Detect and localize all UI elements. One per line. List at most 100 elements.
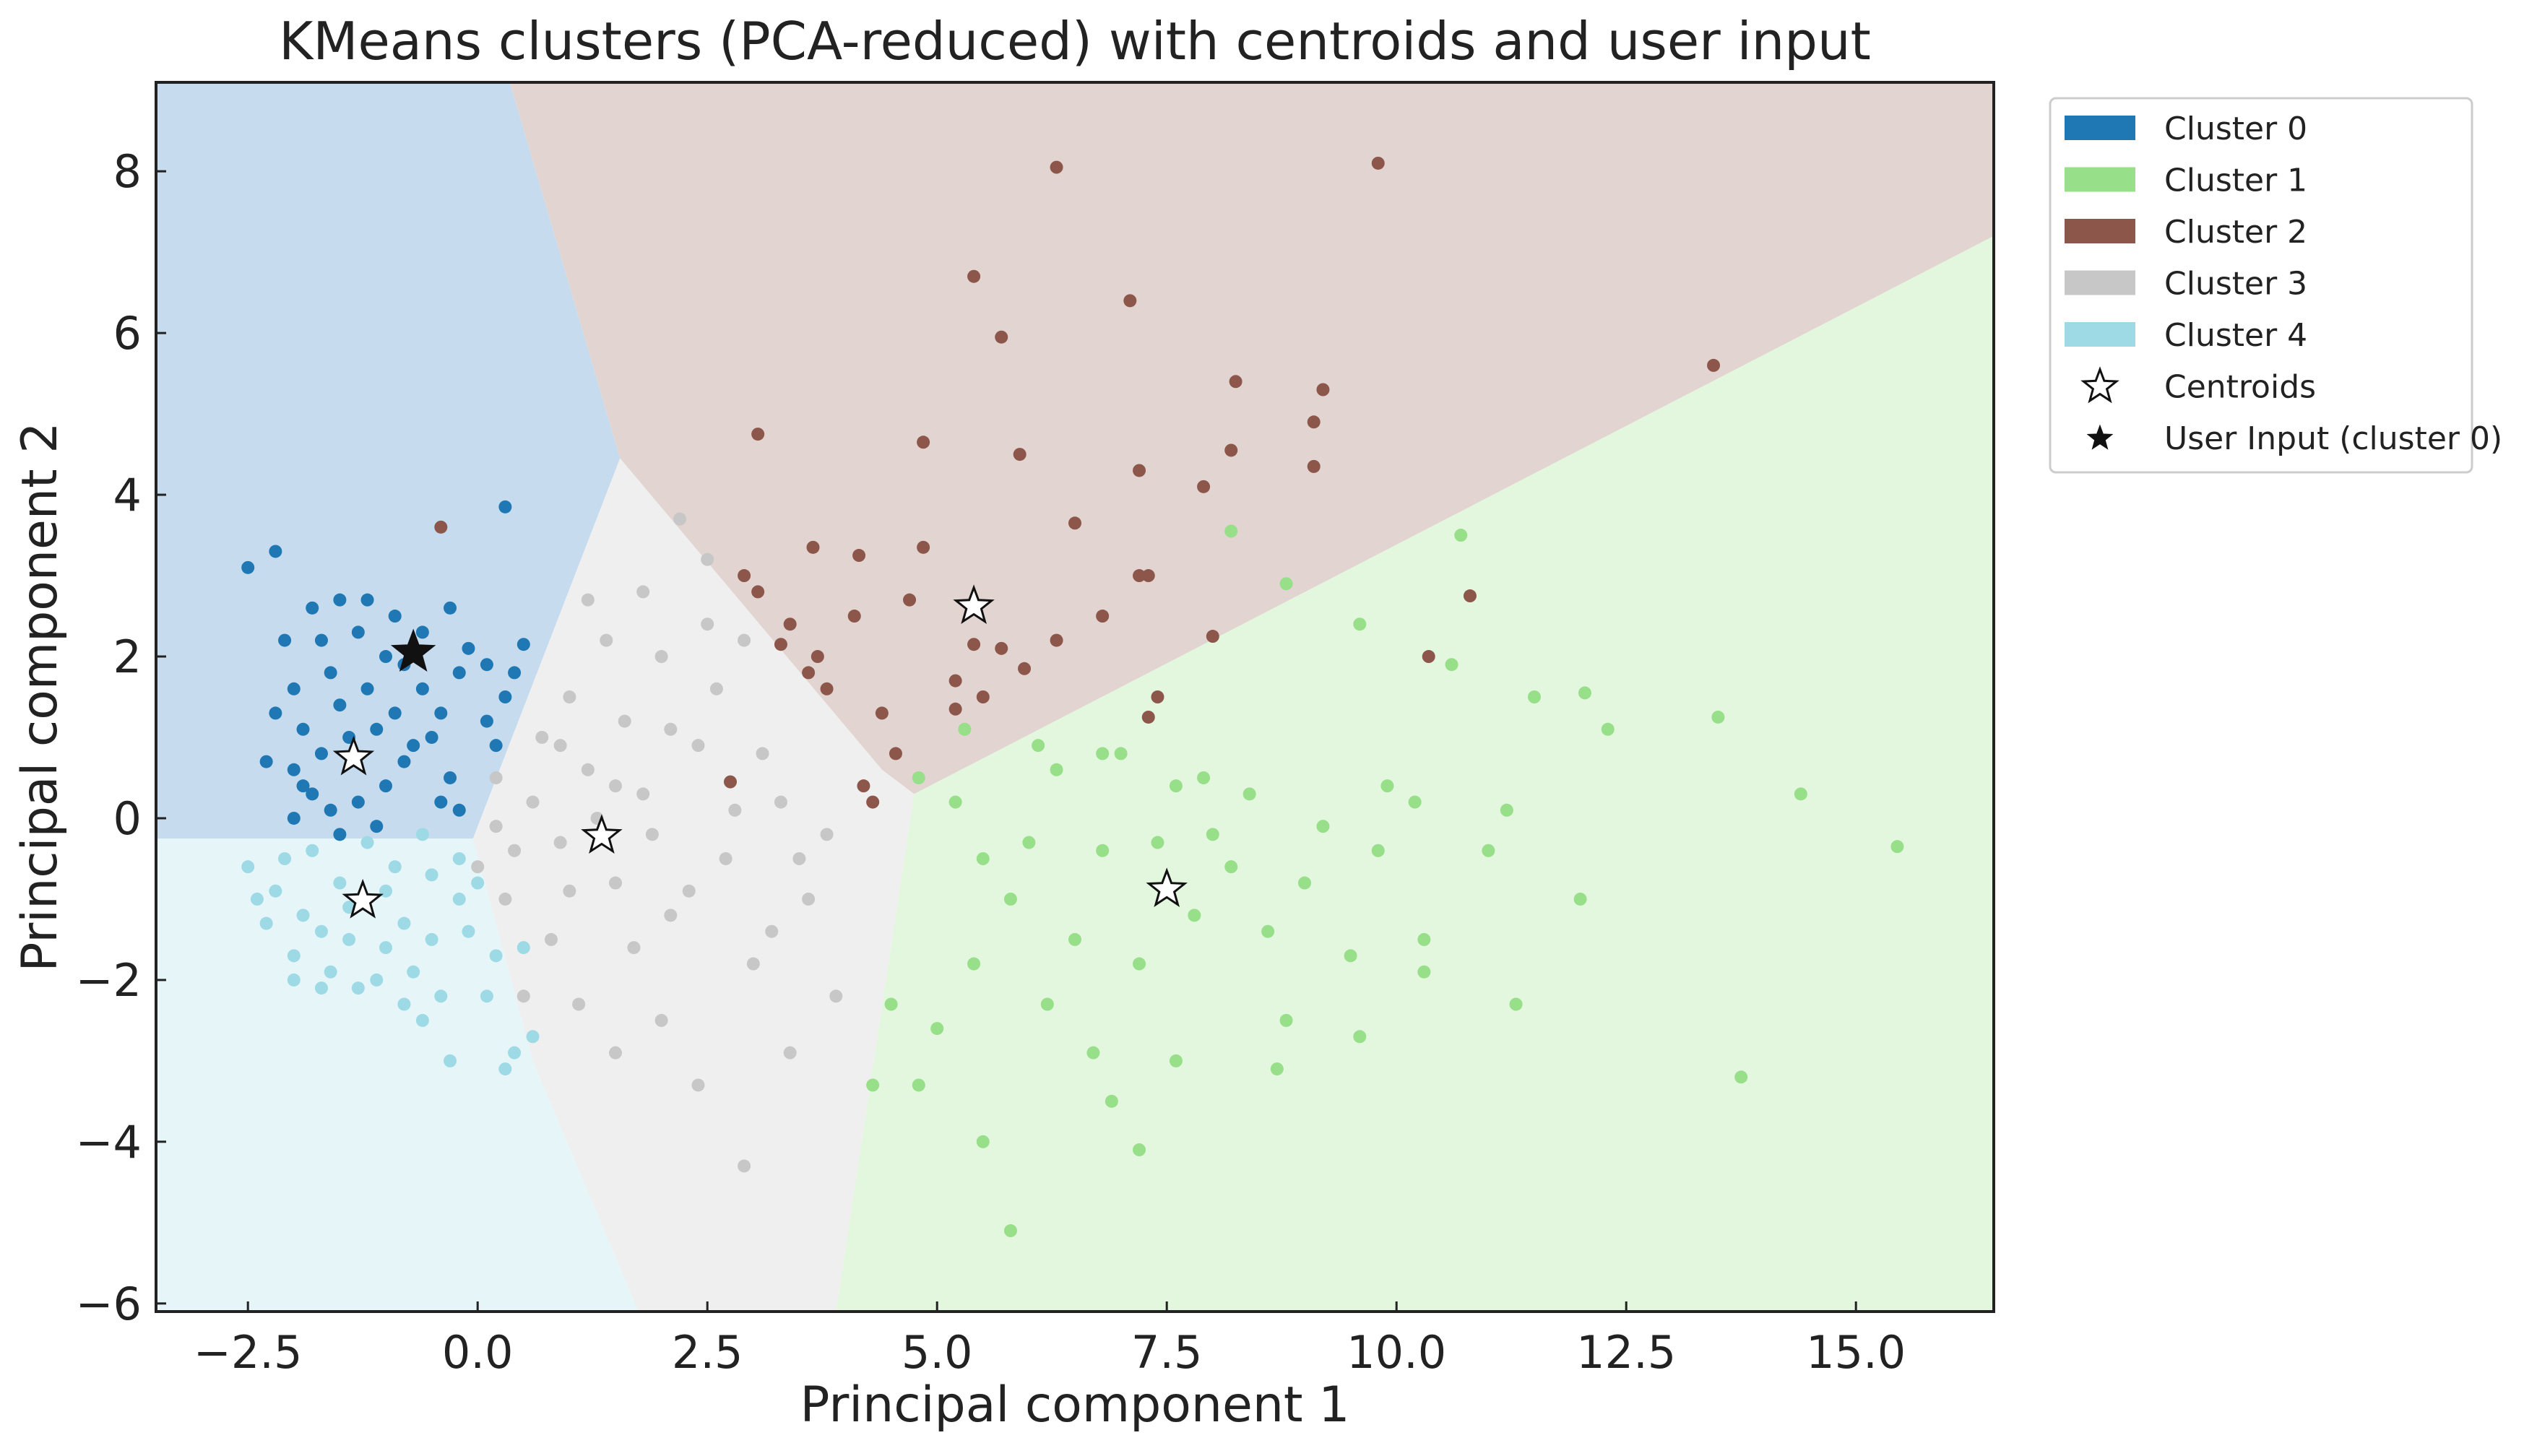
y-axis-ticks: −6 −4 −2 0 2 4 6 8	[76, 145, 166, 1330]
point-cluster-0-14	[452, 666, 466, 680]
y-tick-label: 8	[113, 145, 142, 198]
point-cluster-4-2	[287, 949, 301, 963]
point-cluster-2-47	[434, 520, 448, 534]
point-cluster-4-19	[415, 828, 429, 841]
point-cluster-2-8	[1133, 464, 1146, 477]
point-cluster-4-24	[379, 941, 392, 955]
point-cluster-0-21	[351, 795, 365, 809]
point-cluster-4-30	[489, 949, 503, 963]
point-cluster-0-44	[324, 666, 337, 680]
point-cluster-3-3	[581, 763, 595, 776]
point-cluster-3-34	[535, 730, 549, 744]
legend-label-6: User Input (cluster 0)	[2164, 420, 2502, 457]
point-cluster-1-27	[1601, 722, 1615, 736]
point-cluster-2-41	[917, 540, 930, 554]
point-cluster-1-40	[1003, 1224, 1017, 1238]
point-cluster-1-52	[1578, 686, 1591, 700]
point-cluster-2-20	[1463, 589, 1477, 603]
point-cluster-2-43	[847, 610, 861, 623]
point-cluster-2-36	[774, 638, 787, 651]
point-cluster-0-11	[480, 658, 493, 672]
user-input-marker	[390, 628, 436, 672]
point-cluster-1-31	[1734, 1070, 1748, 1084]
legend-label-2: Cluster 2	[2164, 214, 2307, 251]
scatter-points	[241, 156, 1904, 1238]
point-cluster-0-32	[407, 739, 420, 753]
point-cluster-1-5	[1050, 763, 1063, 776]
plot-frame	[155, 81, 1995, 1313]
point-cluster-1-24	[1500, 803, 1513, 817]
y-tick-label: −4	[76, 1116, 142, 1169]
point-cluster-2-49	[1050, 633, 1063, 647]
point-cluster-4-7	[425, 868, 438, 882]
point-cluster-3-15	[636, 585, 650, 599]
point-cluster-2-31	[889, 747, 902, 760]
point-cluster-0-35	[287, 811, 301, 825]
x-tick-label: 15.0	[1806, 1326, 1906, 1379]
point-cluster-1-8	[1114, 747, 1128, 760]
point-cluster-3-12	[829, 989, 843, 1003]
point-cluster-1-32	[1509, 997, 1523, 1011]
point-cluster-2-42	[903, 593, 917, 607]
point-cluster-3-32	[756, 747, 769, 760]
point-cluster-2-33	[820, 682, 834, 696]
point-cluster-1-13	[1206, 828, 1219, 841]
point-cluster-1-4	[1022, 836, 1036, 849]
point-cluster-0-22	[379, 779, 392, 793]
point-cluster-4-6	[397, 916, 411, 930]
point-cluster-3-43	[508, 844, 522, 857]
point-cluster-3-37	[728, 803, 742, 817]
point-cluster-4-25	[407, 965, 420, 979]
legend-swatch-1	[2065, 167, 2135, 192]
point-cluster-1-30	[1890, 840, 1904, 854]
point-cluster-0-31	[370, 722, 384, 736]
point-cluster-3-29	[471, 860, 485, 874]
point-cluster-3-48	[489, 820, 503, 833]
point-cluster-3-26	[783, 1046, 797, 1060]
point-cluster-1-29	[1794, 787, 1807, 801]
point-cluster-1-35	[1270, 1062, 1284, 1076]
point-cluster-4-10	[508, 1046, 522, 1060]
point-cluster-3-22	[609, 1046, 622, 1060]
point-cluster-4-0	[241, 860, 255, 874]
point-cluster-2-2	[967, 269, 981, 283]
x-tick-label: 10.0	[1347, 1326, 1446, 1379]
point-cluster-4-14	[517, 941, 530, 955]
region-cluster-1	[836, 235, 1994, 1312]
point-cluster-0-26	[333, 698, 347, 712]
point-cluster-0-23	[397, 755, 411, 768]
point-cluster-1-16	[1261, 924, 1275, 938]
point-cluster-3-8	[719, 852, 732, 865]
point-cluster-2-39	[806, 540, 820, 554]
point-cluster-0-47	[269, 706, 282, 720]
legend-frame	[2049, 97, 2473, 474]
point-cluster-1-47	[1086, 1046, 1100, 1060]
chart-title: KMeans clusters (PCA-reduced) with centr…	[279, 11, 1871, 72]
point-cluster-2-21	[1422, 650, 1435, 664]
point-cluster-3-46	[609, 779, 622, 793]
point-cluster-1-6	[1068, 932, 1081, 946]
point-cluster-0-37	[370, 820, 384, 833]
point-cluster-4-1	[259, 916, 273, 930]
point-cluster-1-0	[912, 771, 925, 784]
centroid-cluster-0	[332, 735, 375, 776]
legend-label-4: Cluster 4	[2164, 317, 2307, 354]
point-cluster-1-36	[1169, 1054, 1183, 1067]
point-cluster-1-25	[1528, 690, 1541, 703]
point-cluster-1-50	[1454, 529, 1468, 542]
centroid-cluster-1	[1146, 867, 1188, 907]
point-cluster-2-29	[948, 702, 962, 716]
point-cluster-0-24	[425, 730, 438, 744]
point-cluster-0-43	[508, 666, 522, 680]
y-tick-label: 2	[113, 630, 142, 683]
point-cluster-3-5	[636, 787, 650, 801]
legend-open-star-icon	[2080, 366, 2119, 404]
legend: Cluster 0 Cluster 1 Cluster 2 Cluster 3 Clus…	[2049, 97, 2502, 474]
point-cluster-1-34	[1353, 1030, 1367, 1044]
point-cluster-2-34	[802, 666, 816, 680]
y-axis-label: Principal component 2	[12, 422, 69, 972]
y-tick-label: 6	[113, 307, 142, 360]
x-tick-label: 5.0	[902, 1326, 973, 1379]
point-cluster-2-23	[1151, 690, 1164, 703]
point-cluster-0-2	[306, 601, 319, 615]
